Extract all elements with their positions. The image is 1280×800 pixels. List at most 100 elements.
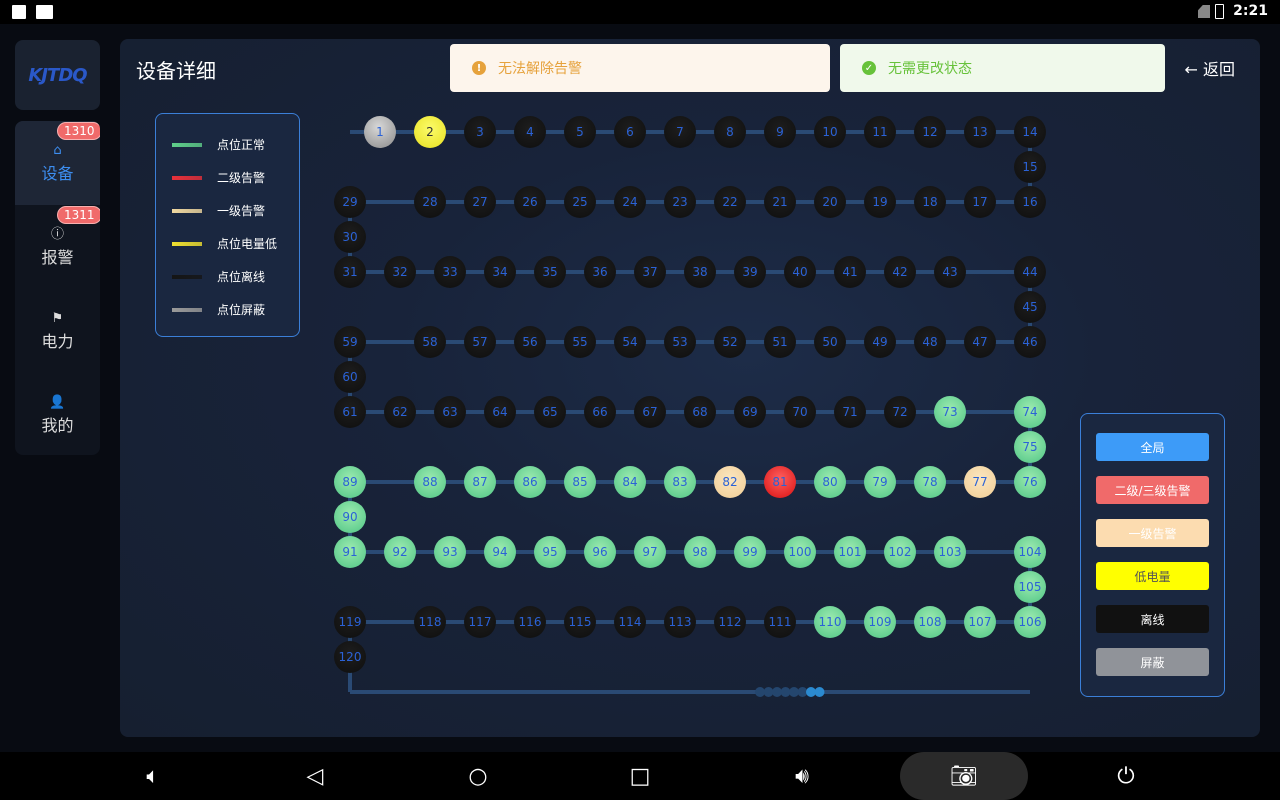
node-7[interactable]: 7 [664, 116, 696, 148]
node-101[interactable]: 101 [834, 536, 866, 568]
node-59[interactable]: 59 [334, 326, 366, 358]
node-42[interactable]: 42 [884, 256, 916, 288]
node-29[interactable]: 29 [334, 186, 366, 218]
node-23[interactable]: 23 [664, 186, 696, 218]
filter-button[interactable]: 屏蔽 [1096, 648, 1209, 676]
node-44[interactable]: 44 [1014, 256, 1046, 288]
node-64[interactable]: 64 [484, 396, 516, 428]
node-80[interactable]: 80 [814, 466, 846, 498]
node-99[interactable]: 99 [734, 536, 766, 568]
node-90[interactable]: 90 [334, 501, 366, 533]
node-109[interactable]: 109 [864, 606, 896, 638]
node-47[interactable]: 47 [964, 326, 996, 358]
node-43[interactable]: 43 [934, 256, 966, 288]
node-55[interactable]: 55 [564, 326, 596, 358]
node-52[interactable]: 52 [714, 326, 746, 358]
node-50[interactable]: 50 [814, 326, 846, 358]
node-19[interactable]: 19 [864, 186, 896, 218]
node-110[interactable]: 110 [814, 606, 846, 638]
node-58[interactable]: 58 [414, 326, 446, 358]
node-86[interactable]: 86 [514, 466, 546, 498]
node-105[interactable]: 105 [1014, 571, 1046, 603]
node-111[interactable]: 111 [764, 606, 796, 638]
node-67[interactable]: 67 [634, 396, 666, 428]
node-6[interactable]: 6 [614, 116, 646, 148]
node-76[interactable]: 76 [1014, 466, 1046, 498]
node-82[interactable]: 82 [714, 466, 746, 498]
node-62[interactable]: 62 [384, 396, 416, 428]
node-9[interactable]: 9 [764, 116, 796, 148]
recents-icon[interactable]: □ [629, 763, 651, 789]
node-46[interactable]: 46 [1014, 326, 1046, 358]
node-114[interactable]: 114 [614, 606, 646, 638]
node-26[interactable]: 26 [514, 186, 546, 218]
screenshot-icon[interactable]: 📷︎ [900, 752, 1028, 800]
node-14[interactable]: 14 [1014, 116, 1046, 148]
node-85[interactable]: 85 [564, 466, 596, 498]
node-10[interactable]: 10 [814, 116, 846, 148]
volume-up-icon[interactable]: 🔊︎ [795, 763, 809, 789]
node-33[interactable]: 33 [434, 256, 466, 288]
node-107[interactable]: 107 [964, 606, 996, 638]
sidebar-item-mine[interactable]: 👤 我的 [15, 373, 100, 455]
node-30[interactable]: 30 [334, 221, 366, 253]
node-12[interactable]: 12 [914, 116, 946, 148]
node-3[interactable]: 3 [464, 116, 496, 148]
node-41[interactable]: 41 [834, 256, 866, 288]
node-20[interactable]: 20 [814, 186, 846, 218]
node-49[interactable]: 49 [864, 326, 896, 358]
node-13[interactable]: 13 [964, 116, 996, 148]
node-45[interactable]: 45 [1014, 291, 1046, 323]
node-102[interactable]: 102 [884, 536, 916, 568]
node-8[interactable]: 8 [714, 116, 746, 148]
node-115[interactable]: 115 [564, 606, 596, 638]
node-112[interactable]: 112 [714, 606, 746, 638]
filter-button[interactable]: 低电量 [1096, 562, 1209, 590]
node-84[interactable]: 84 [614, 466, 646, 498]
node-39[interactable]: 39 [734, 256, 766, 288]
node-22[interactable]: 22 [714, 186, 746, 218]
node-38[interactable]: 38 [684, 256, 716, 288]
node-25[interactable]: 25 [564, 186, 596, 218]
node-120[interactable]: 120 [334, 641, 366, 673]
node-35[interactable]: 35 [534, 256, 566, 288]
node-51[interactable]: 51 [764, 326, 796, 358]
node-65[interactable]: 65 [534, 396, 566, 428]
node-17[interactable]: 17 [964, 186, 996, 218]
node-74[interactable]: 74 [1014, 396, 1046, 428]
node-28[interactable]: 28 [414, 186, 446, 218]
node-63[interactable]: 63 [434, 396, 466, 428]
node-16[interactable]: 16 [1014, 186, 1046, 218]
node-95[interactable]: 95 [534, 536, 566, 568]
node-89[interactable]: 89 [334, 466, 366, 498]
node-97[interactable]: 97 [634, 536, 666, 568]
node-104[interactable]: 104 [1014, 536, 1046, 568]
node-81[interactable]: 81 [764, 466, 796, 498]
node-18[interactable]: 18 [914, 186, 946, 218]
node-11[interactable]: 11 [864, 116, 896, 148]
node-94[interactable]: 94 [484, 536, 516, 568]
sidebar-item-alarm[interactable]: 1311 ⓘ 报警 [15, 205, 100, 289]
node-75[interactable]: 75 [1014, 431, 1046, 463]
node-116[interactable]: 116 [514, 606, 546, 638]
node-54[interactable]: 54 [614, 326, 646, 358]
node-78[interactable]: 78 [914, 466, 946, 498]
node-119[interactable]: 119 [334, 606, 366, 638]
node-93[interactable]: 93 [434, 536, 466, 568]
node-57[interactable]: 57 [464, 326, 496, 358]
node-91[interactable]: 91 [334, 536, 366, 568]
node-69[interactable]: 69 [734, 396, 766, 428]
node-79[interactable]: 79 [864, 466, 896, 498]
node-73[interactable]: 73 [934, 396, 966, 428]
node-92[interactable]: 92 [384, 536, 416, 568]
node-5[interactable]: 5 [564, 116, 596, 148]
node-31[interactable]: 31 [334, 256, 366, 288]
filter-button[interactable]: 全局 [1096, 433, 1209, 461]
node-108[interactable]: 108 [914, 606, 946, 638]
node-113[interactable]: 113 [664, 606, 696, 638]
node-100[interactable]: 100 [784, 536, 816, 568]
node-61[interactable]: 61 [334, 396, 366, 428]
power-icon[interactable]: ⏻ [1117, 763, 1135, 789]
home-icon[interactable]: ○ [468, 763, 488, 789]
node-71[interactable]: 71 [834, 396, 866, 428]
